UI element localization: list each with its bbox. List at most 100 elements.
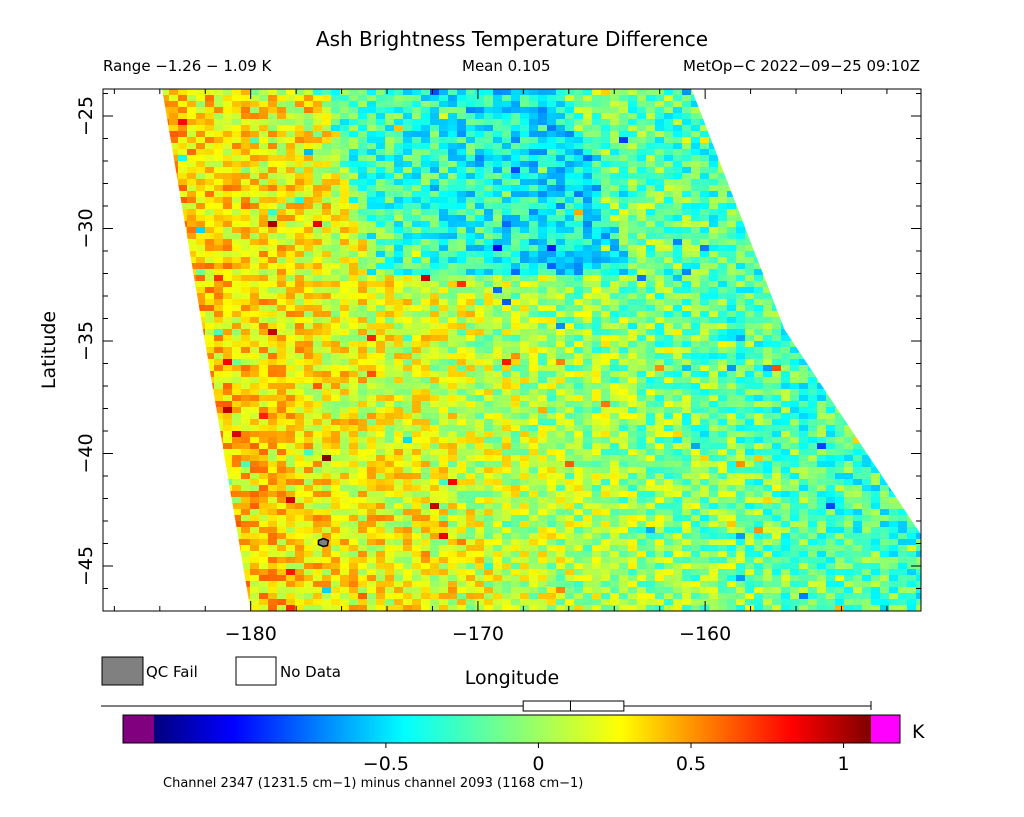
heatmap-cell [178,197,187,203]
heatmap-cell [322,209,331,215]
heatmap-cell [709,191,718,197]
heatmap-cell [349,89,358,95]
heatmap-cell [403,227,412,233]
heatmap-cell [808,419,817,425]
heatmap-cell [421,245,430,251]
heatmap-cell [358,335,367,341]
heatmap-cell [241,401,250,407]
heatmap-cell [232,281,241,287]
heatmap-cell [331,347,340,353]
heatmap-cell [610,275,619,281]
heatmap-cell [790,371,799,377]
heatmap-cell [466,329,475,335]
heatmap-cell [385,389,394,395]
heatmap-cell [322,335,331,341]
heatmap-cell [196,275,205,281]
heatmap-cell [259,431,268,437]
heatmap-cell [691,155,700,161]
heatmap-cell [619,275,628,281]
heatmap-cell [430,113,439,119]
heatmap-cell [583,143,592,149]
heatmap-cell [520,137,529,143]
heatmap-cell [358,329,367,335]
heatmap-cell [376,107,385,113]
heatmap-cell [772,341,781,347]
heatmap-cell [367,323,376,329]
heatmap-cell [691,173,700,179]
heatmap-cell [601,215,610,221]
heatmap-cell [322,407,331,413]
heatmap-cell [322,131,331,137]
heatmap-cell [538,407,547,413]
heatmap-cell [430,257,439,263]
heatmap-cell [493,89,502,95]
heatmap-cell [664,95,673,101]
heatmap-cell [475,371,484,377]
heatmap-cell [664,179,673,185]
heatmap-cell [421,95,430,101]
heatmap-cell [736,275,745,281]
heatmap-cell [457,263,466,269]
heatmap-cell [385,383,394,389]
heatmap-cell [583,365,592,371]
heatmap-cell [745,407,754,413]
heatmap-cell [250,425,259,431]
heatmap-cell [376,425,385,431]
heatmap-cell [520,263,529,269]
heatmap-cell [673,341,682,347]
heatmap-cell [709,359,718,365]
heatmap-cell [250,107,259,113]
heatmap-cell [403,407,412,413]
heatmap-cell [187,125,196,131]
heatmap-cell [583,419,592,425]
heatmap-cell [286,419,295,425]
heatmap-cell [817,389,826,395]
heatmap-cell [682,137,691,143]
heatmap-cell [439,269,448,275]
heatmap-cell [763,287,772,293]
heatmap-cell [646,257,655,263]
heatmap-cell [556,257,565,263]
heatmap-cell [241,119,250,125]
heatmap-cell [745,287,754,293]
heatmap-cell [412,383,421,389]
heatmap-cell [421,131,430,137]
heatmap-cell [574,317,583,323]
heatmap-cell [664,125,673,131]
heatmap-cell [394,311,403,317]
heatmap-cell [385,425,394,431]
heatmap-cell [457,149,466,155]
heatmap-cell [718,305,727,311]
heatmap-cell [295,239,304,245]
heatmap-cell [223,185,232,191]
heatmap-cell [421,371,430,377]
heatmap-cell [448,185,457,191]
heatmap-cell [214,197,223,203]
heatmap-cell [529,113,538,119]
heatmap-cell [340,233,349,239]
heatmap-cell [421,185,430,191]
heatmap-cell [646,281,655,287]
heatmap-cell [295,377,304,383]
heatmap-cell [259,365,268,371]
heatmap-cell [358,257,367,263]
heatmap-cell [295,179,304,185]
heatmap-cell [556,275,565,281]
heatmap-cell [277,119,286,125]
heatmap-cell [574,245,583,251]
heatmap-cell [583,353,592,359]
heatmap-cell [439,437,448,443]
heatmap-cell [304,251,313,257]
heatmap-cell [745,419,754,425]
heatmap-cell [601,191,610,197]
heatmap-cell [349,143,358,149]
heatmap-cell [214,107,223,113]
heatmap-cell [367,143,376,149]
heatmap-cell [286,293,295,299]
heatmap-cell [655,185,664,191]
heatmap-cell [601,347,610,353]
heatmap-cell [412,239,421,245]
heatmap-cell [448,197,457,203]
heatmap-cell [466,299,475,305]
heatmap-cell [295,287,304,293]
